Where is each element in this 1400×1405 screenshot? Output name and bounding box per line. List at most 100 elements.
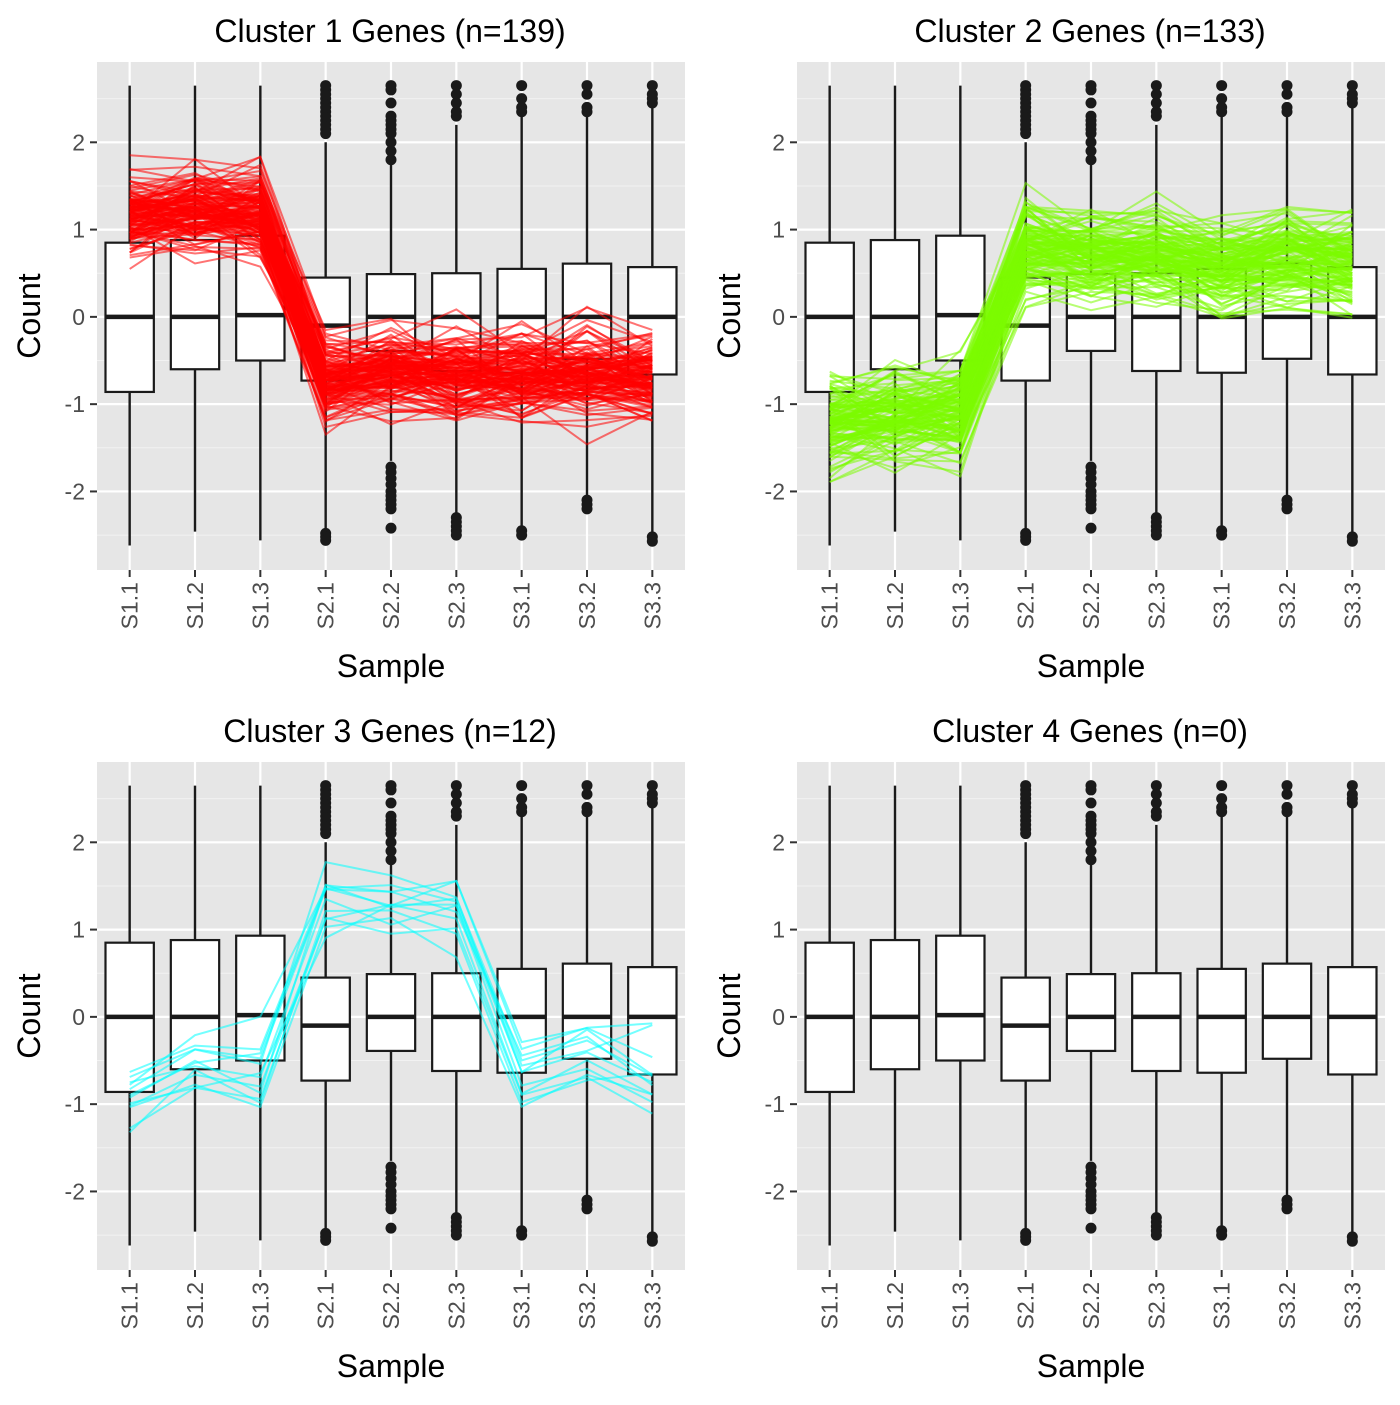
outlier-point	[385, 1203, 397, 1215]
y-tick-label: -2	[65, 478, 85, 504]
outlier-point	[581, 80, 593, 92]
outlier-point	[450, 797, 462, 809]
y-axis-title: Count	[11, 973, 47, 1059]
outlier-point	[1216, 793, 1228, 805]
outlier-point	[1216, 93, 1228, 105]
chart-title: Cluster 3 Genes (n=12)	[223, 713, 557, 749]
gene-line	[129, 909, 653, 1134]
x-tick-label: S2.1	[313, 582, 339, 629]
x-tick-label: S3.1	[509, 582, 535, 629]
chart-panel-4: -2 -1 0 1 2 S1.1 S1.2 S1.3 S2.1 S2.2 S2.3 S3.1 S3.2 S…	[711, 713, 1385, 1384]
y-tick-label: 0	[72, 304, 85, 330]
outlier-point	[1085, 110, 1097, 122]
outlier-point	[385, 110, 397, 122]
gene-line	[129, 179, 653, 373]
outlier-point	[1085, 154, 1097, 166]
box	[365, 973, 417, 1053]
gene-line	[129, 897, 653, 1103]
outlier-point	[1281, 780, 1293, 792]
outlier-point	[1281, 503, 1293, 515]
gene-line	[829, 243, 1353, 442]
outlier-point	[1085, 145, 1097, 157]
outlier-point	[1150, 1229, 1162, 1241]
outlier-point	[1346, 535, 1358, 547]
gene-lines	[829, 181, 1354, 483]
x-tick-label: S2.1	[313, 1282, 339, 1329]
gene-line	[129, 226, 653, 409]
box	[300, 976, 351, 1082]
gene-line	[129, 209, 653, 402]
box	[869, 938, 921, 1071]
gene-line	[129, 884, 653, 1097]
x-tick-label: S1.1	[117, 1282, 143, 1329]
outlier-point	[385, 836, 397, 848]
outlier-point	[1085, 836, 1097, 848]
x-tick-label: S1.1	[817, 1282, 843, 1329]
y-tick-label: 1	[72, 217, 85, 243]
gene-line	[129, 229, 653, 412]
x-tick-label: S2.3	[1143, 1282, 1169, 1329]
outlier-point	[516, 80, 528, 92]
y-tick-label: 1	[772, 917, 785, 943]
outlier-point	[516, 93, 528, 105]
outlier-point	[1346, 780, 1358, 792]
chart-title: Cluster 4 Genes (n=0)	[932, 713, 1248, 749]
boxplot-s2-1	[300, 780, 351, 1246]
gene-line	[129, 230, 653, 446]
outlier-point	[581, 780, 593, 792]
outlier-point	[1085, 1222, 1097, 1234]
outlier-point	[1216, 529, 1228, 541]
y-tick-label: -1	[765, 1091, 785, 1117]
outlier-point	[385, 780, 397, 792]
outlier-point	[320, 780, 332, 792]
x-tick-label: S3.2	[574, 1282, 600, 1329]
outlier-point	[1346, 788, 1358, 800]
gene-line	[829, 240, 1353, 434]
outlier-point	[581, 101, 593, 113]
chart-title: Cluster 2 Genes (n=133)	[914, 13, 1265, 49]
x-tick-label: S3.3	[1339, 582, 1365, 629]
box	[1131, 972, 1182, 1073]
y-axis-title: Count	[711, 273, 747, 359]
gene-line	[829, 208, 1353, 386]
x-tick-label: S2.2	[1078, 1282, 1104, 1329]
gene-line	[829, 205, 1353, 390]
boxplot-s3-2	[1261, 780, 1313, 1215]
box	[935, 934, 986, 1062]
boxplot-s3-2	[561, 780, 613, 1215]
gene-line	[829, 233, 1353, 425]
gene-line	[129, 205, 653, 384]
gene-line	[829, 205, 1353, 414]
outlier-point	[1281, 80, 1293, 92]
gene-line	[129, 917, 653, 1109]
outlier-point	[1150, 797, 1162, 809]
outlier-point	[646, 88, 658, 100]
outlier-point	[581, 88, 593, 100]
outlier-point	[1281, 101, 1293, 113]
gene-line	[829, 181, 1353, 381]
gene-line	[829, 265, 1353, 470]
boxplot-s2-1	[1000, 80, 1051, 546]
outlier-point	[516, 793, 528, 805]
outlier-point	[385, 845, 397, 857]
outlier-point	[385, 503, 397, 515]
gene-line	[129, 198, 653, 392]
x-tick-label: S2.2	[378, 582, 404, 629]
gene-line	[129, 187, 653, 375]
outlier-point	[450, 780, 462, 792]
boxplot-s1-1	[804, 85, 855, 546]
gene-lines	[129, 860, 653, 1134]
outlier-point	[385, 80, 397, 92]
x-tick-label: S3.3	[639, 582, 665, 629]
y-tick-label: 1	[72, 917, 85, 943]
outlier-point	[1150, 529, 1162, 541]
x-tick-label: S1.2	[882, 1282, 908, 1329]
gene-line	[829, 272, 1353, 479]
x-tick-label: S2.2	[1078, 582, 1104, 629]
outlier-point	[646, 80, 658, 92]
y-tick-label: 2	[772, 829, 785, 855]
outlier-point	[385, 797, 397, 809]
gene-line	[829, 224, 1353, 411]
